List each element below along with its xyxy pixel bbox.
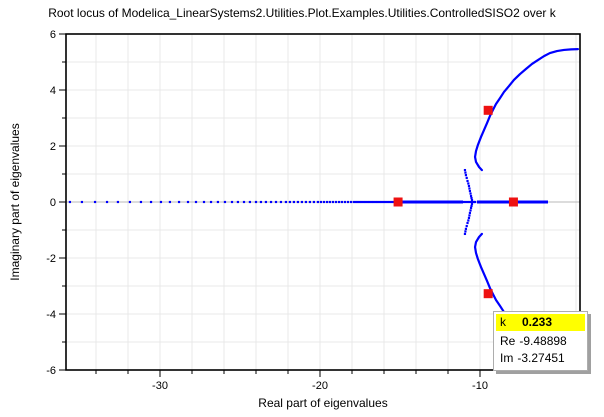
x-axis-title: Real part of eigenvalues [258, 396, 388, 410]
svg-text:-20: -20 [312, 380, 328, 392]
tooltip-re-value: -9.48898 [519, 334, 567, 348]
svg-text:2: 2 [50, 141, 56, 153]
tooltip-re-label: Re [500, 334, 516, 348]
plot-title: Root locus of Modelica_LinearSystems2.Ut… [48, 6, 556, 20]
tooltip-k-label: k [500, 315, 506, 329]
tooltip-im-row: Im -3.27451 [496, 350, 585, 367]
tooltip-re-row: Re -9.48898 [496, 333, 585, 350]
svg-text:-30: -30 [152, 380, 168, 392]
svg-text:-2: -2 [46, 253, 56, 265]
svg-text:-6: -6 [46, 365, 56, 377]
tooltip-k-row: k 0.233 [496, 314, 585, 331]
tooltip-k-value: 0.233 [522, 315, 553, 329]
tooltip-im-value: -3.27451 [517, 351, 565, 365]
svg-text:6: 6 [50, 29, 56, 41]
svg-text:-4: -4 [46, 309, 56, 321]
y-axis-title: Imaginary part of eigenvalues [8, 123, 22, 281]
svg-text:0: 0 [50, 197, 56, 209]
cursor-tooltip: k 0.233 Re -9.48898 Im -3.27451 [493, 311, 588, 371]
svg-text:-10: -10 [472, 380, 488, 392]
svg-text:4: 4 [50, 85, 56, 97]
tooltip-im-label: Im [500, 351, 514, 365]
